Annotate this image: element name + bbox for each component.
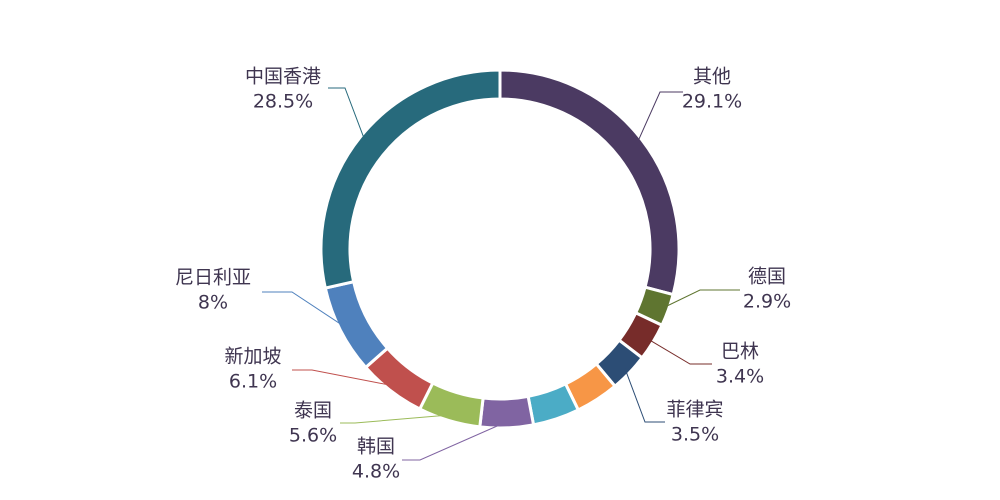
slice-label: 菲律宾 (666, 399, 723, 421)
leader-line (636, 91, 683, 144)
slice-label: 德国 (748, 266, 786, 288)
leader-line (402, 421, 507, 461)
leader-line (262, 291, 347, 328)
donut-slice (319, 68, 502, 290)
slice-label: 新加坡 (224, 346, 281, 368)
leader-line (292, 369, 395, 387)
slice-value-label: 28.5% (253, 91, 313, 113)
slice-label: 尼日利亚 (175, 267, 251, 289)
slice-label: 韩国 (357, 436, 395, 458)
leader-line (624, 368, 665, 423)
slice-value-label: 8% (198, 292, 228, 314)
slice-label: 其他 (693, 66, 731, 88)
slice-value-label: 29.1% (682, 91, 742, 113)
leader-line (647, 338, 712, 365)
slice-value-label: 3.4% (716, 366, 764, 388)
donut-slice (323, 279, 390, 370)
slice-value-label: 5.6% (289, 425, 337, 447)
slice-label: 泰国 (294, 400, 332, 422)
slice-value-label: 3.5% (671, 424, 719, 446)
slice-label: 巴林 (721, 341, 759, 363)
leader-line (662, 289, 740, 309)
leader-line (328, 87, 366, 142)
slice-value-label: 4.8% (352, 461, 400, 483)
slice-value-label: 6.1% (229, 371, 277, 393)
leader-line (340, 414, 451, 424)
slice-value-label: 2.9% (743, 291, 791, 313)
donut-slice (498, 68, 681, 297)
donut-slice (478, 394, 536, 430)
slice-label: 中国香港 (245, 66, 321, 88)
